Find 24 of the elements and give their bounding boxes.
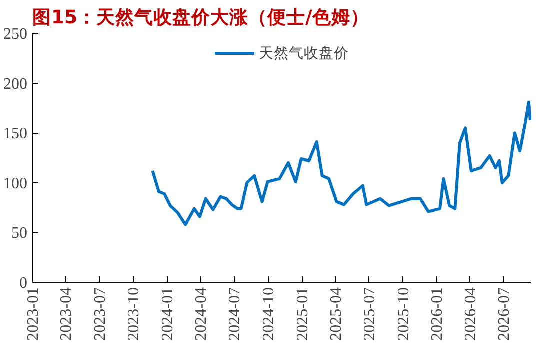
x-tick-label: 2024-01	[160, 288, 177, 341]
x-tick-label: 2024-07	[226, 288, 244, 341]
x-tick-label: 2023-04	[58, 288, 76, 341]
x-tick-label: 2025-07	[361, 288, 378, 341]
x-tick-label: 2023-10	[126, 288, 143, 341]
y-tick-label: 150	[4, 126, 28, 143]
line-series	[151, 100, 532, 226]
y-tick-label: 0	[20, 275, 28, 292]
y-tick-label: 200	[4, 76, 28, 93]
x-tick-label: 2026-07	[496, 288, 513, 341]
y-tick-label: 50	[12, 225, 28, 242]
legend-label: 天然气收盘价	[259, 44, 349, 62]
x-tick-label: 2023-01	[25, 288, 42, 341]
x-tick-label: 2025-10	[395, 288, 412, 341]
x-tick-label: 2023-07	[92, 288, 109, 341]
x-tick-label: 2024-10	[260, 288, 278, 341]
x-tick-label: 2025-01	[294, 288, 312, 341]
x-tick-label: 2025-04	[328, 288, 345, 341]
y-tick-label: 100	[4, 175, 28, 192]
chart-title: 图15：天然气收盘价大涨（便士/色姆）	[32, 6, 370, 28]
x-tick-label: 2024-04	[193, 288, 210, 341]
y-tick-label: 250	[4, 26, 28, 43]
x-tick-label: 2026-04	[462, 288, 480, 341]
x-tick-label: 2026-01	[429, 288, 446, 341]
